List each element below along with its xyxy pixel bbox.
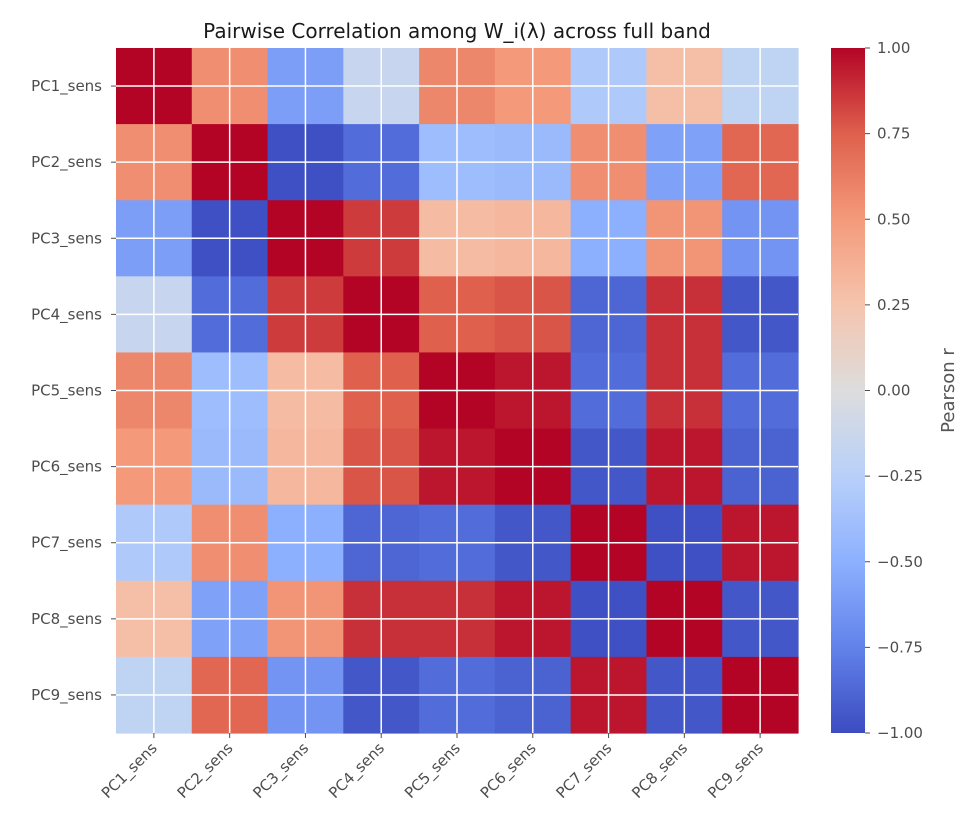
colorbar-tick-label: 1.00 — [877, 39, 910, 57]
colorbar-tick-label: −0.50 — [877, 553, 923, 571]
x-tick-label: PC8_sens — [628, 739, 692, 803]
colorbar-tick-label: 0.25 — [877, 296, 910, 314]
x-tick-label: PC3_sens — [249, 739, 313, 803]
x-tick-label: PC1_sens — [98, 739, 162, 803]
y-tick-label: PC4_sens — [31, 305, 102, 324]
heatmap-gridlines — [116, 48, 798, 733]
y-tick-label: PC3_sens — [31, 229, 102, 248]
y-tick-label: PC9_sens — [31, 686, 102, 705]
x-tick-label: PC6_sens — [477, 739, 541, 803]
y-tick-label: PC1_sens — [31, 77, 102, 96]
colorbar-tick-label: −1.00 — [877, 724, 923, 742]
y-tick-label: PC6_sens — [31, 458, 102, 477]
colorbar-tick-label: −0.75 — [877, 638, 923, 656]
colorbar-tick-label: 0.50 — [877, 210, 910, 228]
x-tick-label: PC5_sens — [401, 739, 465, 803]
colorbar-label: Pearson r — [938, 348, 959, 433]
colorbar-tick-label: −0.25 — [877, 467, 923, 485]
y-tick-label: PC2_sens — [31, 153, 102, 172]
x-tick-label: PC7_sens — [552, 739, 616, 803]
y-axis-ticks: PC1_sens PC2_sens PC3_sens PC4_sens PC5_sens… — [31, 77, 116, 705]
chart-title: Pairwise Correlation among W_i(λ) across… — [203, 19, 711, 43]
y-tick-label: PC7_sens — [31, 534, 102, 553]
x-axis-ticks: PC1_sens PC2_sens PC3_sens PC4_sens PC5_sens… — [98, 733, 768, 803]
colorbar-tick-label: 0.00 — [877, 382, 910, 400]
x-tick-label: PC2_sens — [174, 739, 238, 803]
x-tick-label: PC9_sens — [704, 739, 768, 803]
colorbar-gradient — [831, 48, 865, 733]
y-tick-label: PC8_sens — [31, 610, 102, 629]
colorbar-tick-label: 0.75 — [877, 125, 910, 143]
y-tick-label: PC5_sens — [31, 382, 102, 401]
x-tick-label: PC4_sens — [325, 739, 389, 803]
colorbar: 1.00 0.75 0.50 0.25 0.00 −0.25 −0.50 −0.75 −1.00… — [831, 39, 959, 742]
